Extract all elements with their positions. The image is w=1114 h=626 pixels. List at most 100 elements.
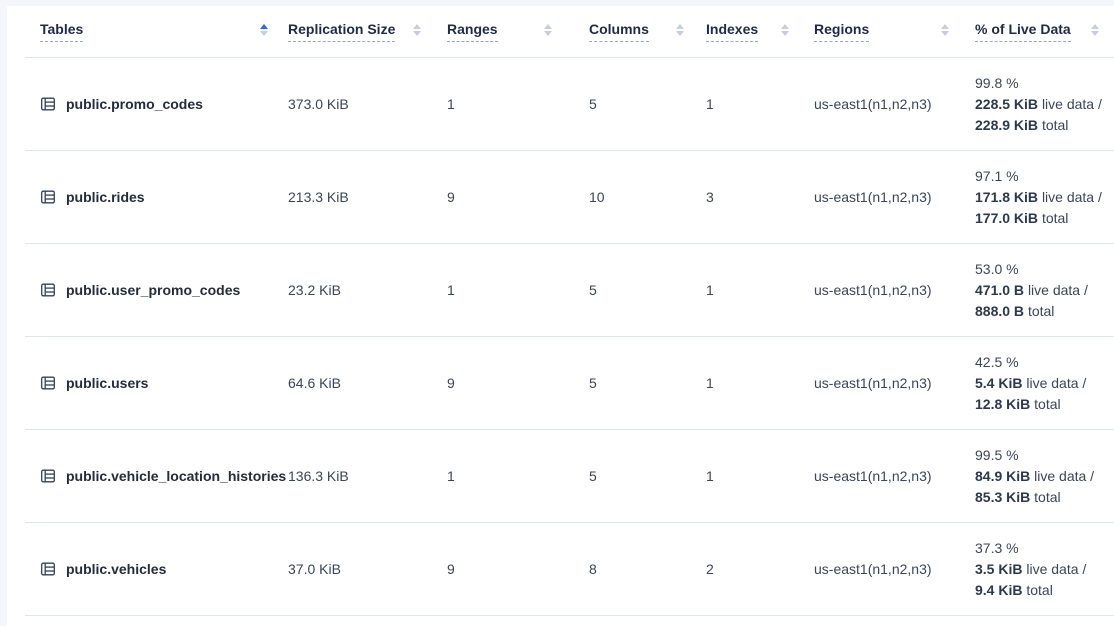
table-name-link[interactable]: public.rides — [66, 189, 145, 205]
table-header-row: Tables Replication Size Ranges Columns I… — [25, 6, 1114, 58]
table-icon — [40, 561, 56, 577]
replication-size-value: 136.3 KiB — [288, 468, 349, 484]
table-name-cell: public.promo_codes — [25, 96, 288, 112]
column-header-label: % of Live Data — [975, 21, 1071, 42]
table-body: public.promo_codes 373.0 KiB 1 5 1 us-ea… — [25, 58, 1114, 616]
regions-value: us-east1(n1,n2,n3) — [814, 561, 932, 577]
live-data-percent: 99.5 % — [975, 446, 1019, 463]
live-data-cell: 97.1 % 171.8 KiB live data / 177.0 KiB t… — [975, 166, 1114, 229]
table-name-cell: public.user_promo_codes — [25, 282, 288, 298]
column-header-label: Ranges — [447, 21, 498, 42]
column-header-replication-size[interactable]: Replication Size — [288, 6, 447, 57]
column-header-regions[interactable]: Regions — [814, 6, 975, 57]
column-header-label: Columns — [589, 21, 649, 42]
replication-size-value: 213.3 KiB — [288, 189, 349, 205]
column-header-tables[interactable]: Tables — [25, 6, 288, 57]
table-row[interactable]: public.users 64.6 KiB 9 5 1 us-east1(n1,… — [25, 337, 1114, 430]
column-header-label: Regions — [814, 21, 870, 42]
table-icon — [40, 468, 56, 484]
table-row[interactable]: public.rides 213.3 KiB 9 10 3 us-east1(n… — [25, 151, 1114, 244]
live-data-cell: 37.3 % 3.5 KiB live data / 9.4 KiB total — [975, 538, 1114, 601]
live-data-amount: 228.5 KiB live data / — [975, 95, 1102, 112]
total-data-amount: 888.0 B total — [975, 302, 1055, 319]
regions-value: us-east1(n1,n2,n3) — [814, 282, 932, 298]
replication-size-value: 37.0 KiB — [288, 561, 341, 577]
total-data-amount: 177.0 KiB total — [975, 209, 1069, 226]
table-icon — [40, 96, 56, 112]
table-name-link[interactable]: public.users — [66, 375, 149, 391]
table-row[interactable]: public.user_promo_codes 23.2 KiB 1 5 1 u… — [25, 244, 1114, 337]
indexes-value: 1 — [706, 468, 714, 484]
ranges-value: 1 — [447, 96, 455, 112]
live-data-cell: 53.0 % 471.0 B live data / 888.0 B total — [975, 259, 1114, 322]
columns-value: 8 — [589, 561, 597, 577]
total-data-amount: 9.4 KiB total — [975, 581, 1053, 598]
sort-arrows-icon — [260, 24, 268, 36]
columns-value: 10 — [589, 189, 605, 205]
indexes-value: 1 — [706, 375, 714, 391]
ranges-value: 1 — [447, 282, 455, 298]
ranges-value: 9 — [447, 375, 455, 391]
regions-value: us-east1(n1,n2,n3) — [814, 375, 932, 391]
live-data-percent: 53.0 % — [975, 260, 1019, 277]
table-name-link[interactable]: public.vehicle_location_histories — [66, 468, 287, 484]
columns-value: 5 — [589, 96, 597, 112]
regions-value: us-east1(n1,n2,n3) — [814, 189, 932, 205]
replication-size-value: 23.2 KiB — [288, 282, 341, 298]
columns-value: 5 — [589, 375, 597, 391]
table-name-link[interactable]: public.promo_codes — [66, 96, 203, 112]
live-data-cell: 99.5 % 84.9 KiB live data / 85.3 KiB tot… — [975, 445, 1114, 508]
table-name-cell: public.vehicles — [25, 561, 288, 577]
live-data-amount: 84.9 KiB live data / — [975, 467, 1095, 484]
indexes-value: 3 — [706, 189, 714, 205]
sort-arrows-icon — [676, 24, 684, 36]
table-icon — [40, 189, 56, 205]
sort-arrows-icon — [941, 24, 949, 36]
live-data-percent: 37.3 % — [975, 539, 1019, 556]
total-data-amount: 85.3 KiB total — [975, 488, 1061, 505]
live-data-amount: 3.5 KiB live data / — [975, 560, 1087, 577]
live-data-cell: 99.8 % 228.5 KiB live data / 228.9 KiB t… — [975, 73, 1114, 136]
ranges-value: 9 — [447, 189, 455, 205]
table-icon — [40, 375, 56, 391]
table-name-cell: public.rides — [25, 189, 288, 205]
table-icon — [40, 282, 56, 298]
table-row[interactable]: public.promo_codes 373.0 KiB 1 5 1 us-ea… — [25, 58, 1114, 151]
replication-size-value: 373.0 KiB — [288, 96, 349, 112]
live-data-percent: 97.1 % — [975, 167, 1019, 184]
live-data-amount: 5.4 KiB live data / — [975, 374, 1087, 391]
columns-value: 5 — [589, 468, 597, 484]
regions-value: us-east1(n1,n2,n3) — [814, 468, 932, 484]
table-row[interactable]: public.vehicles 37.0 KiB 9 8 2 us-east1(… — [25, 523, 1114, 616]
indexes-value: 2 — [706, 561, 714, 577]
column-header-columns[interactable]: Columns — [589, 6, 706, 57]
table-name-link[interactable]: public.vehicles — [66, 561, 167, 577]
indexes-value: 1 — [706, 282, 714, 298]
ranges-value: 9 — [447, 561, 455, 577]
indexes-value: 1 — [706, 96, 714, 112]
table-name-link[interactable]: public.user_promo_codes — [66, 282, 241, 298]
table-name-cell: public.vehicle_location_histories — [25, 468, 288, 484]
regions-value: us-east1(n1,n2,n3) — [814, 96, 932, 112]
columns-value: 5 — [589, 282, 597, 298]
live-data-cell: 42.5 % 5.4 KiB live data / 12.8 KiB tota… — [975, 352, 1114, 415]
column-header-indexes[interactable]: Indexes — [706, 6, 814, 57]
live-data-amount: 171.8 KiB live data / — [975, 188, 1102, 205]
column-header-label: Tables — [40, 21, 84, 42]
ranges-value: 1 — [447, 468, 455, 484]
column-header-label: Indexes — [706, 21, 759, 42]
replication-size-value: 64.6 KiB — [288, 375, 341, 391]
total-data-amount: 12.8 KiB total — [975, 395, 1061, 412]
table-name-cell: public.users — [25, 375, 288, 391]
tables-list-card: Tables Replication Size Ranges Columns I… — [7, 6, 1114, 626]
sort-arrows-icon — [413, 24, 421, 36]
live-data-percent: 99.8 % — [975, 74, 1019, 91]
table-row[interactable]: public.vehicle_location_histories 136.3 … — [25, 430, 1114, 523]
tables-table: Tables Replication Size Ranges Columns I… — [25, 6, 1114, 616]
column-header-label: Replication Size — [288, 21, 396, 42]
sort-arrows-icon — [544, 24, 552, 36]
sort-arrows-icon — [1091, 24, 1099, 36]
live-data-amount: 471.0 B live data / — [975, 281, 1088, 298]
column-header-ranges[interactable]: Ranges — [447, 6, 589, 57]
column-header-live-data[interactable]: % of Live Data — [975, 6, 1114, 57]
